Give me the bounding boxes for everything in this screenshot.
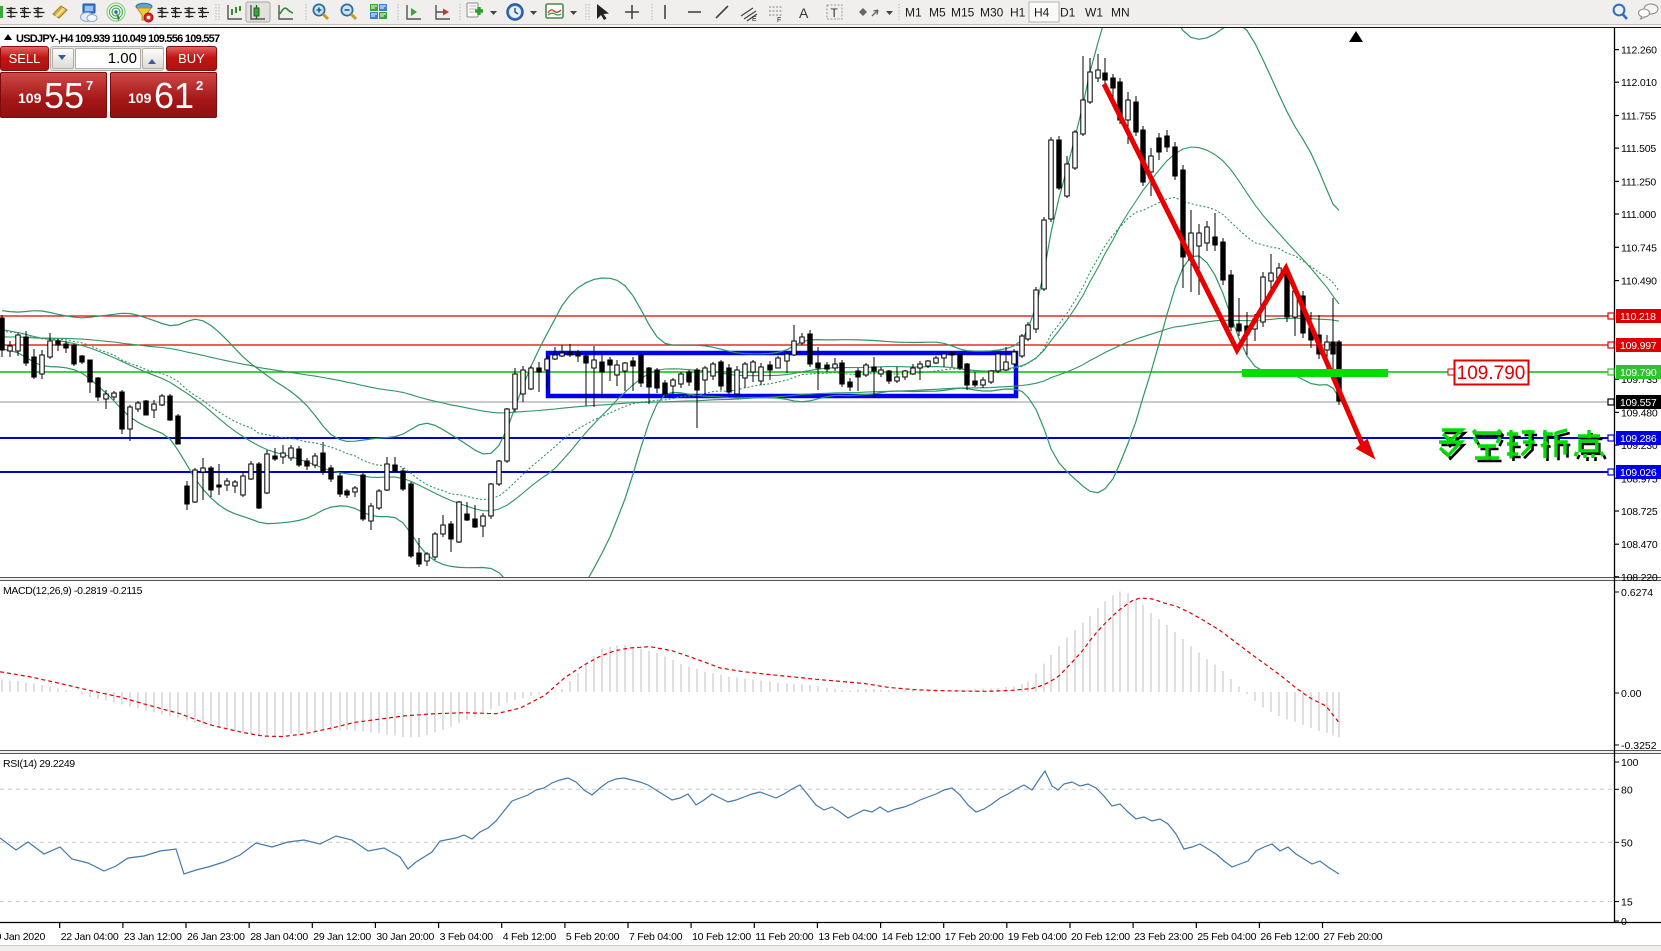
svg-text:M5: M5 [929, 6, 946, 20]
svg-text:111.755: 111.755 [1621, 111, 1656, 123]
svg-text:110.490: 110.490 [1621, 276, 1657, 288]
svg-text:14 Feb 12:00: 14 Feb 12:00 [882, 931, 941, 943]
svg-text:0.00: 0.00 [1621, 688, 1642, 700]
svg-text:19 Feb 04:00: 19 Feb 04:00 [1008, 931, 1067, 943]
svg-text:50: 50 [1621, 837, 1633, 849]
svg-text:109.557: 109.557 [1620, 397, 1657, 409]
svg-text:17 Feb 20:00: 17 Feb 20:00 [945, 931, 1004, 943]
svg-text:D1: D1 [1060, 6, 1076, 20]
svg-text:112.010: 112.010 [1621, 77, 1657, 89]
svg-text:25 Feb 04:00: 25 Feb 04:00 [1197, 931, 1256, 943]
svg-text:30 Jan 20:00: 30 Jan 20:00 [376, 931, 434, 943]
svg-text:M15: M15 [951, 6, 975, 20]
svg-text:20 Feb 12:00: 20 Feb 12:00 [1071, 931, 1130, 943]
svg-text:13 Feb 04:00: 13 Feb 04:00 [818, 931, 877, 943]
svg-text:112.260: 112.260 [1621, 45, 1657, 57]
svg-text:F: F [777, 17, 781, 24]
svg-text:26 Feb 12:00: 26 Feb 12:00 [1260, 931, 1319, 943]
svg-text:5 Feb 20:00: 5 Feb 20:00 [566, 931, 620, 943]
svg-text:-0.3252: -0.3252 [1621, 740, 1657, 752]
svg-text:7 Feb 04:00: 7 Feb 04:00 [629, 931, 683, 943]
svg-text:0: 0 [1621, 916, 1627, 928]
svg-text:22 Jan 04:00: 22 Jan 04:00 [61, 931, 119, 943]
svg-text:T: T [831, 6, 839, 20]
svg-text:29 Jan 12:00: 29 Jan 12:00 [313, 931, 371, 943]
svg-text:28 Jan 04:00: 28 Jan 04:00 [250, 931, 308, 943]
svg-text:USDJPY-,H4 109.939 110.049 10: USDJPY-,H4 109.939 110.049 109.556 109.5… [16, 33, 220, 45]
svg-text:110.218: 110.218 [1620, 311, 1656, 323]
svg-text:111.000: 111.000 [1621, 209, 1656, 221]
svg-text:20 Jan 2020: 20 Jan 2020 [0, 931, 45, 943]
svg-text:RSI(14) 29.2249: RSI(14) 29.2249 [3, 758, 75, 770]
svg-text:109.480: 109.480 [1621, 407, 1658, 419]
svg-text:11 Feb 20:00: 11 Feb 20:00 [755, 931, 814, 943]
svg-text:M30: M30 [980, 6, 1004, 20]
svg-text:111.250: 111.250 [1621, 176, 1656, 188]
svg-text:111.505: 111.505 [1621, 143, 1656, 155]
svg-text:109.997: 109.997 [1620, 340, 1657, 352]
svg-text:H4: H4 [1034, 6, 1050, 20]
svg-text:100: 100 [1621, 757, 1639, 769]
svg-text:23 Jan 12:00: 23 Jan 12:00 [124, 931, 182, 943]
svg-text:W1: W1 [1085, 6, 1103, 20]
svg-text:80: 80 [1621, 784, 1633, 796]
svg-text:H1: H1 [1010, 6, 1026, 20]
svg-text:109.026: 109.026 [1620, 467, 1657, 479]
svg-text:108.220: 108.220 [1621, 572, 1658, 584]
svg-text:108.470: 108.470 [1621, 539, 1658, 551]
svg-text:4 Feb 12:00: 4 Feb 12:00 [503, 931, 557, 943]
svg-text:MACD(12,26,9) -0.2819 -0.2115: MACD(12,26,9) -0.2819 -0.2115 [3, 585, 143, 597]
svg-text:110.745: 110.745 [1621, 242, 1657, 254]
svg-text:15: 15 [1621, 897, 1633, 909]
svg-text:109.790: 109.790 [1457, 363, 1526, 384]
svg-text:10 Feb 12:00: 10 Feb 12:00 [692, 931, 751, 943]
svg-text:0.6274: 0.6274 [1621, 587, 1653, 599]
svg-text:MN: MN [1111, 6, 1130, 20]
svg-text:26 Jan 23:00: 26 Jan 23:00 [187, 931, 245, 943]
svg-text:23 Feb 23:00: 23 Feb 23:00 [1134, 931, 1193, 943]
svg-text:109.790: 109.790 [1620, 367, 1657, 379]
svg-text:A: A [799, 5, 809, 21]
svg-text:3 Feb 04:00: 3 Feb 04:00 [440, 931, 494, 943]
svg-text:109.286: 109.286 [1620, 433, 1657, 445]
svg-text:E: E [752, 16, 757, 23]
svg-text:108.725: 108.725 [1621, 506, 1658, 518]
svg-text:M1: M1 [905, 6, 922, 20]
svg-text:27 Feb 20:00: 27 Feb 20:00 [1324, 931, 1383, 943]
